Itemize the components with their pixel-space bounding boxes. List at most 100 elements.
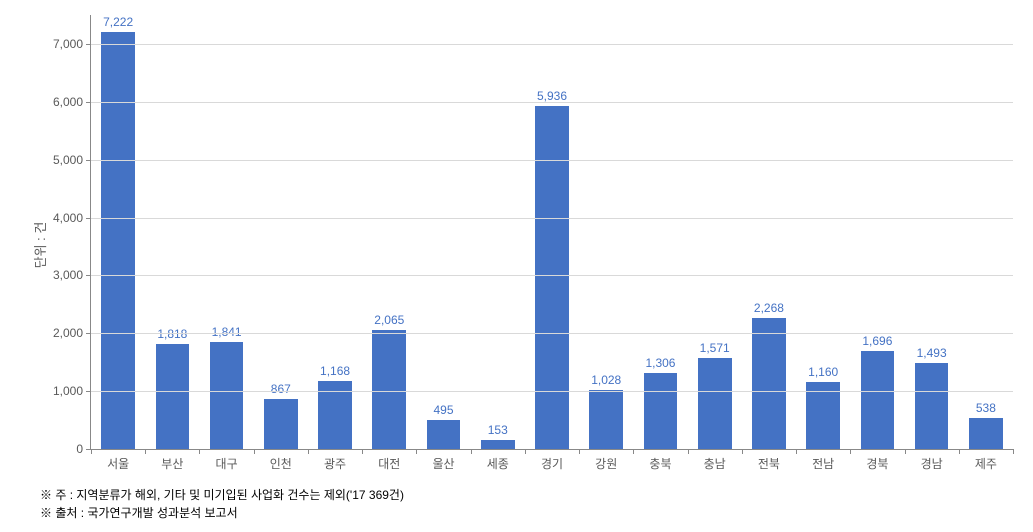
bar-value-label: 1,028: [591, 373, 621, 387]
gridline: [91, 218, 1013, 219]
x-tick-label: 강원: [595, 449, 617, 472]
bar-value-label: 1,160: [808, 365, 838, 379]
bar-slot: 1,818부산: [145, 15, 199, 449]
bar: [915, 363, 949, 449]
bar: [698, 358, 732, 449]
bar-slot: 7,222서울: [91, 15, 145, 449]
x-tick-label: 대전: [378, 449, 400, 472]
bar-slot: 1,696경북: [850, 15, 904, 449]
x-tick-label: 부산: [161, 449, 183, 472]
x-tick-mark: [471, 449, 472, 454]
y-tick-mark: [86, 218, 91, 219]
bar-value-label: 2,268: [754, 301, 784, 315]
bar-value-label: 2,065: [374, 313, 404, 327]
x-tick-mark: [1013, 449, 1014, 454]
bar: [481, 440, 515, 449]
x-tick-mark: [688, 449, 689, 454]
bar: [861, 351, 895, 449]
bar-chart: 단위 : 건 7,222서울1,818부산1,841대구867인천1,168광주…: [10, 10, 1023, 480]
bar-slot: 153세종: [471, 15, 525, 449]
gridline: [91, 160, 1013, 161]
gridline: [91, 333, 1013, 334]
x-tick-mark: [199, 449, 200, 454]
x-tick-mark: [254, 449, 255, 454]
x-tick-label: 울산: [432, 449, 454, 472]
x-tick-label: 인천: [270, 449, 292, 472]
bar-value-label: 5,936: [537, 89, 567, 103]
x-tick-label: 경북: [866, 449, 888, 472]
bar-value-label: 1,571: [700, 341, 730, 355]
x-tick-label: 서울: [107, 449, 129, 472]
x-tick-label: 세종: [487, 449, 509, 472]
bar: [644, 373, 678, 449]
bar-value-label: 153: [488, 423, 508, 437]
bar-slot: 2,268전북: [742, 15, 796, 449]
x-tick-mark: [850, 449, 851, 454]
bar-value-label: 867: [271, 382, 291, 396]
bar-slot: 495울산: [416, 15, 470, 449]
bars-row: 7,222서울1,818부산1,841대구867인천1,168광주2,065대전…: [91, 15, 1013, 449]
bar-value-label: 1,168: [320, 364, 350, 378]
x-tick-mark: [362, 449, 363, 454]
bar: [589, 390, 623, 449]
x-tick-mark: [959, 449, 960, 454]
bar-value-label: 538: [976, 401, 996, 415]
bar-slot: 1,160전남: [796, 15, 850, 449]
x-tick-label: 경남: [921, 449, 943, 472]
x-tick-mark: [742, 449, 743, 454]
bar-slot: 1,493경남: [905, 15, 959, 449]
x-tick-label: 제주: [975, 449, 997, 472]
gridline: [91, 102, 1013, 103]
y-tick-mark: [86, 275, 91, 276]
bar: [969, 418, 1003, 449]
y-tick-mark: [86, 44, 91, 45]
bar-value-label: 1,696: [862, 334, 892, 348]
x-tick-label: 경기: [541, 449, 563, 472]
x-tick-label: 충북: [649, 449, 671, 472]
y-tick-mark: [86, 160, 91, 161]
y-tick-mark: [86, 333, 91, 334]
x-tick-label: 대구: [216, 449, 238, 472]
footnote-note: ※ 주 : 지역분류가 해외, 기타 및 미기입된 사업화 건수는 제외('17…: [40, 486, 1023, 504]
bar-slot: 1,306충북: [633, 15, 687, 449]
y-axis-label: 단위 : 건: [30, 222, 49, 269]
bar-value-label: 1,493: [917, 346, 947, 360]
bar-slot: 1,028강원: [579, 15, 633, 449]
x-tick-label: 충남: [704, 449, 726, 472]
bar: [156, 344, 190, 449]
footnote-source: ※ 출처 : 국가연구개발 성과분석 보고서: [40, 504, 1023, 522]
x-tick-mark: [145, 449, 146, 454]
bar-slot: 1,168광주: [308, 15, 362, 449]
bar: [101, 32, 135, 449]
x-tick-mark: [796, 449, 797, 454]
bar: [427, 420, 461, 449]
x-tick-label: 전북: [758, 449, 780, 472]
x-tick-mark: [633, 449, 634, 454]
plot-area: 7,222서울1,818부산1,841대구867인천1,168광주2,065대전…: [90, 15, 1013, 450]
bar-slot: 1,841대구: [199, 15, 253, 449]
x-tick-mark: [905, 449, 906, 454]
bar-value-label: 495: [434, 403, 454, 417]
y-tick-mark: [86, 391, 91, 392]
bar-slot: 538제주: [959, 15, 1013, 449]
bar-value-label: 1,306: [645, 356, 675, 370]
bar-value-label: 7,222: [103, 15, 133, 29]
bar-slot: 1,571충남: [688, 15, 742, 449]
y-tick-mark: [86, 102, 91, 103]
x-tick-mark: [579, 449, 580, 454]
x-tick-mark: [416, 449, 417, 454]
bar: [372, 330, 406, 449]
x-tick-mark: [308, 449, 309, 454]
x-tick-label: 광주: [324, 449, 346, 472]
bar: [535, 106, 569, 449]
x-tick-label: 전남: [812, 449, 834, 472]
gridline: [91, 275, 1013, 276]
x-tick-mark: [525, 449, 526, 454]
footnotes: ※ 주 : 지역분류가 해외, 기타 및 미기입된 사업화 건수는 제외('17…: [10, 486, 1023, 522]
bar-slot: 867인천: [254, 15, 308, 449]
gridline: [91, 391, 1013, 392]
gridline: [91, 44, 1013, 45]
bar: [210, 342, 244, 449]
bar-slot: 2,065대전: [362, 15, 416, 449]
bar: [264, 399, 298, 449]
